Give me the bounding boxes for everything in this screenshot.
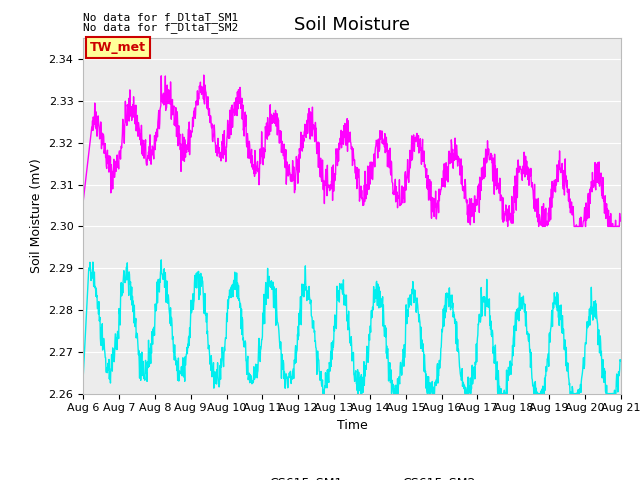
Text: No data for f_DltaT_SM1: No data for f_DltaT_SM1 bbox=[83, 12, 239, 23]
Text: TW_met: TW_met bbox=[90, 41, 146, 54]
X-axis label: Time: Time bbox=[337, 419, 367, 432]
Title: Soil Moisture: Soil Moisture bbox=[294, 16, 410, 34]
Text: No data for f_DltaT_SM2: No data for f_DltaT_SM2 bbox=[83, 22, 239, 33]
Legend: CS615_SM1, CS615_SM2: CS615_SM1, CS615_SM2 bbox=[223, 471, 481, 480]
Y-axis label: Soil Moisture (mV): Soil Moisture (mV) bbox=[30, 158, 43, 274]
